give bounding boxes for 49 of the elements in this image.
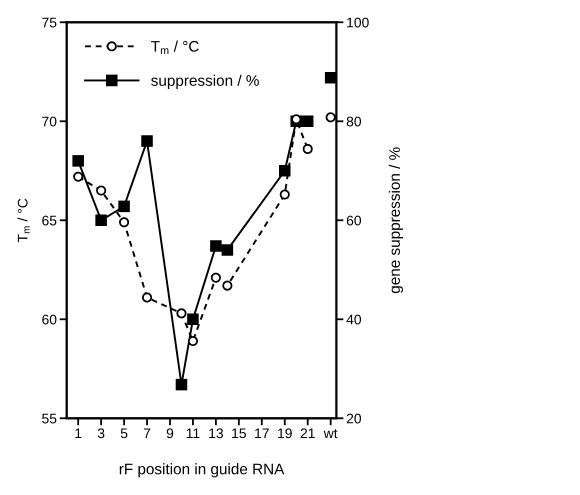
point [302,144,313,154]
x-tick-label: wt [324,429,338,438]
y-tick-label: 75 [42,18,56,28]
point [278,165,291,177]
y2-tick-label: 40 [346,314,362,324]
y2-tick-label: 20 [346,414,362,424]
x-axis-title: rF position in guide RNA [120,463,284,478]
point [187,314,199,326]
point [176,308,187,318]
point [119,217,130,228]
legend-label: suppression / % [151,74,259,89]
y-tick-label: 55 [42,414,56,424]
y2-tick-label: 60 [346,216,362,226]
point [210,272,221,283]
x-tick-label: 13 [209,428,224,438]
point [96,186,106,196]
point [302,116,314,128]
y-tick-label: 60 [42,314,56,324]
x-tick-label: 5 [120,428,128,438]
x-tick-label: 21 [300,428,315,438]
y2-axis-title: gene suppression / % [388,147,403,294]
point [188,336,198,346]
x-tick-label: 15 [232,428,246,438]
y-axis-title: T$_{m}$ / °C [17,198,30,242]
point [95,214,107,226]
y-tick-label: 70 [42,116,56,126]
point [141,135,153,147]
x-tick-label: 11 [186,428,200,438]
point [73,172,84,182]
point [72,155,84,167]
point [142,292,152,303]
point [222,280,232,291]
point [326,112,336,122]
x-tick-label: 19 [278,428,292,438]
x-tick-label: 17 [255,428,269,438]
x-tick-label: 7 [144,428,150,438]
y-tick-label: 65 [42,216,56,226]
x-tick-label: 3 [98,428,104,438]
point [222,244,234,256]
y2-tick-label: 80 [346,116,362,126]
legend-label: T$_{m}$ / °C [151,40,199,54]
x-tick-label: 9 [166,428,174,438]
point [280,189,290,200]
y2-tick-label: 100 [347,18,369,28]
x-tick-label: 1 [75,428,82,438]
point [176,378,188,390]
point [324,72,336,84]
point [118,200,130,212]
point [210,240,222,252]
